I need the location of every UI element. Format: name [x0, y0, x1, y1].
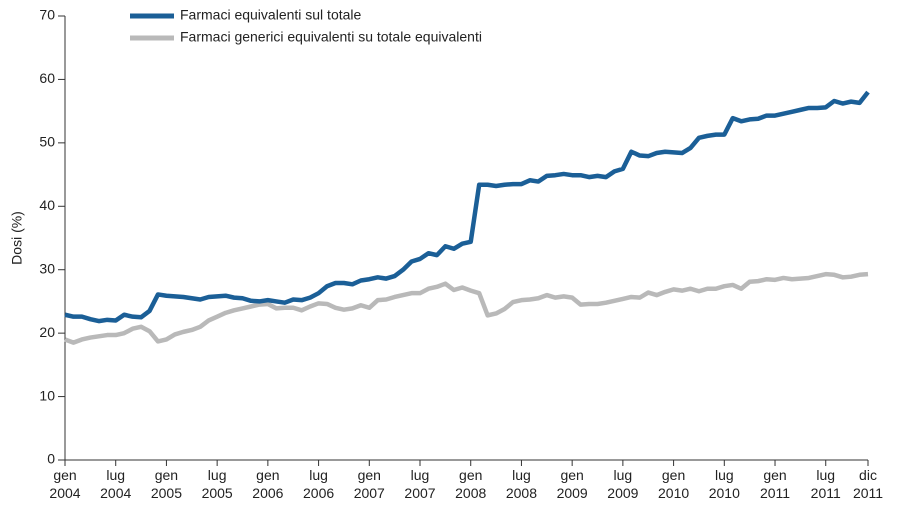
x-tick-label: gen 2011	[759, 467, 791, 501]
x-tick-label: gen 2009	[556, 467, 588, 501]
x-tick-label: gen 2008	[455, 467, 487, 501]
line-series	[64, 90, 870, 324]
x-tick-label: gen 2007	[353, 467, 385, 501]
legend-label: Farmaci generici equivalenti su totale e…	[180, 29, 482, 45]
legend-label: Farmaci equivalenti sul totale	[180, 7, 362, 23]
x-tick-label: lug 2004	[100, 467, 132, 501]
y-axis-label: Dosi (%)	[9, 211, 25, 265]
y-tick-label: 0	[47, 451, 55, 467]
y-tick-label: 60	[39, 70, 55, 86]
y-tick-label: 20	[39, 324, 55, 340]
x-tick-label: lug 2006	[303, 467, 335, 501]
x-tick-label: lug 2009	[607, 467, 639, 501]
x-tick-label: gen 2005	[150, 467, 182, 501]
y-tick-label: 40	[39, 197, 55, 213]
x-tick-label: gen 2010	[658, 467, 690, 501]
line-series	[64, 271, 869, 345]
y-tick-label: 50	[39, 134, 55, 150]
y-tick-label: 30	[39, 260, 55, 276]
x-tick-label: dic 2011	[852, 467, 884, 501]
x-tick-label: lug 2008	[505, 467, 538, 501]
y-tick-label: 70	[39, 7, 55, 23]
x-tick-label: lug 2005	[201, 467, 233, 501]
y-tick-label: 10	[39, 387, 55, 403]
x-tick-label: gen 2004	[49, 467, 81, 501]
x-tick-label: lug 2011	[810, 467, 841, 501]
x-tick-label: gen 2006	[252, 467, 284, 501]
x-tick-label: lug 2007	[404, 467, 436, 501]
x-tick-label: lug 2010	[708, 467, 740, 501]
